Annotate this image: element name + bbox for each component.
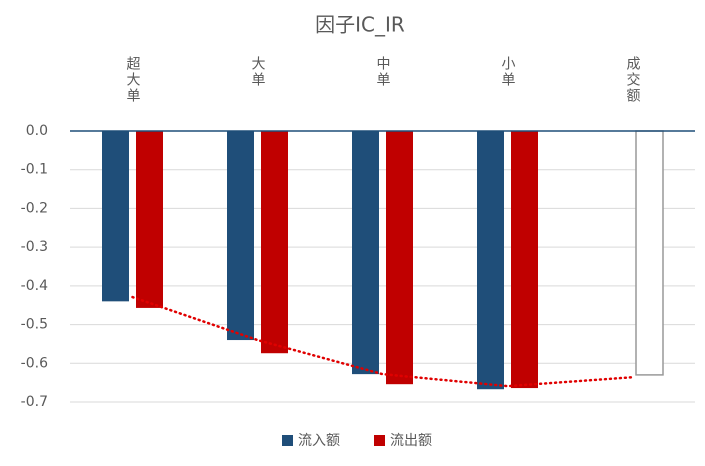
x-tick-label: 大单 [250,56,266,88]
bar [511,131,538,389]
y-tick-label: -0.3 [21,239,48,255]
legend-label: 流出额 [390,433,432,449]
bar [352,131,379,375]
legend-swatch [282,435,293,446]
legend-swatch [374,435,385,446]
chart-title: 因子IC_IR [315,13,405,37]
bar [477,131,504,390]
y-tick-label: -0.5 [21,317,48,333]
y-tick-label: -0.1 [21,162,48,178]
x-tick-label: 成交额 [625,56,641,104]
y-tick-label: -0.4 [21,278,48,294]
bar [227,131,254,341]
y-tick-label: 0.0 [26,123,48,139]
x-tick-label: 超大单 [125,56,141,104]
bar [386,131,413,385]
bar [635,130,664,376]
y-tick-label: -0.2 [21,200,48,216]
bar [261,131,288,354]
x-tick-label: 中单 [375,56,391,88]
trend-line [131,295,634,388]
x-tick-label: 小单 [500,56,516,88]
y-tick-label: -0.6 [21,355,48,371]
legend-label: 流入额 [298,433,340,449]
bar [102,131,129,302]
y-tick-label: -0.7 [21,394,48,410]
bar [136,131,163,308]
